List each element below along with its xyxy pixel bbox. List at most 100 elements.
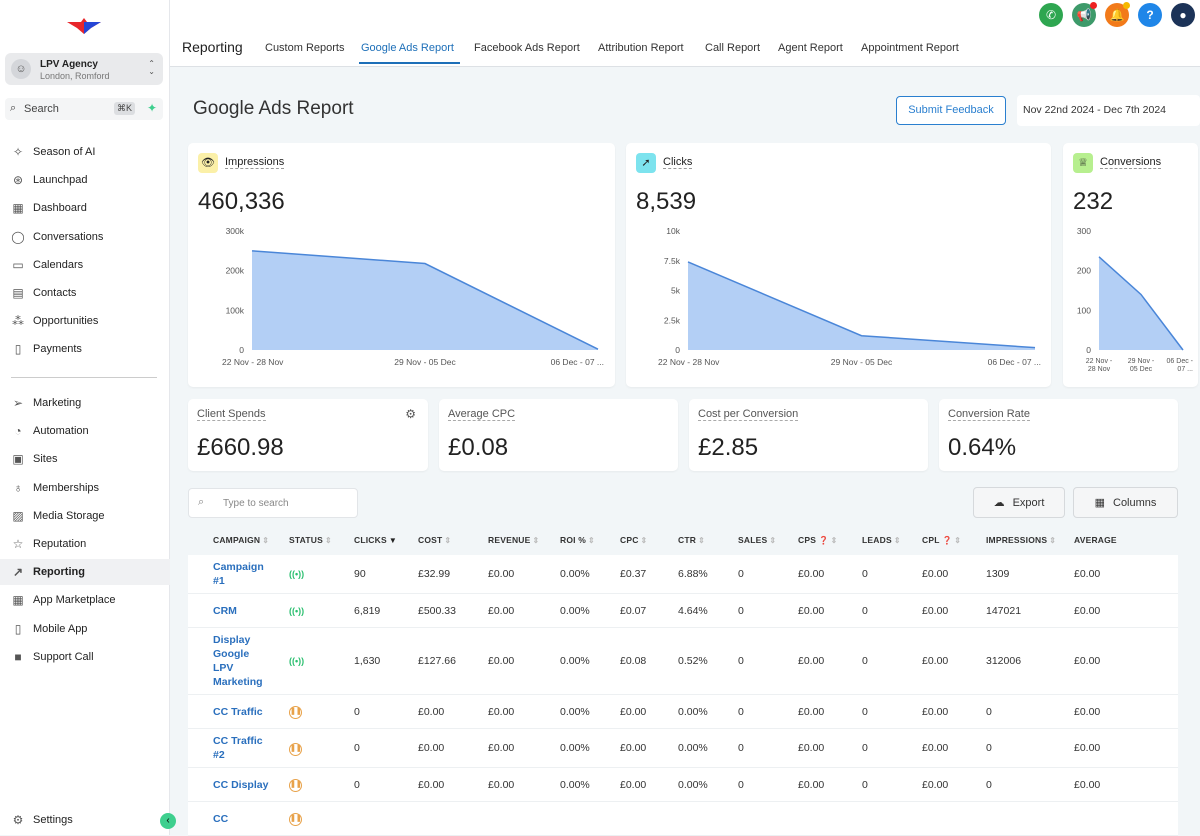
sidebar-item-sites[interactable]: ▣Sites	[0, 446, 170, 472]
header-label: STATUS	[289, 535, 323, 545]
tab-agent-report[interactable]: Agent Report	[778, 42, 843, 54]
sidebar-item-label: Launchpad	[33, 174, 87, 186]
bell-button[interactable]: 🔔	[1105, 3, 1129, 27]
tab-google-ads-report[interactable]: Google Ads Report	[359, 42, 460, 64]
announcement-button[interactable]: 📢	[1072, 3, 1096, 27]
sidebar-item-conversations[interactable]: ◯Conversations	[0, 224, 170, 250]
campaign-link[interactable]: CC Traffic	[188, 695, 283, 729]
sidebar-item-marketing[interactable]: ➢Marketing	[0, 390, 170, 416]
table-cell: 0	[856, 594, 916, 628]
export-label: Export	[1013, 497, 1045, 509]
sidebar-item-season-of-ai[interactable]: ✧Season of AI	[0, 139, 170, 165]
table-search-input[interactable]: ⌕ Type to search	[188, 488, 358, 518]
sidebar-item-launchpad[interactable]: ⊛Launchpad	[0, 167, 170, 193]
sidebar-search[interactable]: ⌕ Search ⌘K ✦	[5, 98, 163, 120]
sort-icon[interactable]: ⇕	[444, 536, 451, 545]
table-cell: 0.00%	[554, 768, 614, 802]
sort-icon[interactable]: ⇕	[262, 536, 269, 545]
sidebar-item-reputation[interactable]: ☆Reputation	[0, 531, 170, 557]
sidebar-item-calendars[interactable]: ▭Calendars	[0, 252, 170, 278]
sort-icon[interactable]: ⇕	[588, 536, 595, 545]
sidebar-item-label: Mobile App	[33, 623, 87, 635]
date-range-picker[interactable]: Nov 22nd 2024 - Dec 7th 2024	[1017, 95, 1200, 126]
video-icon: ■	[11, 650, 25, 664]
tab-attribution-report[interactable]: Attribution Report	[598, 42, 684, 54]
ai-spark-icon[interactable]: ✦	[147, 101, 157, 115]
tab-facebook-ads-report[interactable]: Facebook Ads Report	[474, 42, 580, 54]
sort-icon[interactable]: ⇕	[698, 536, 705, 545]
sidebar-item-label: Conversations	[33, 231, 103, 243]
column-header-clicks[interactable]: CLICKS▼	[348, 525, 412, 555]
x-tick-label: 22 Nov - 28 Nov	[658, 357, 720, 367]
column-header-impressions[interactable]: IMPRESSIONS⇕	[980, 525, 1068, 555]
tab-appointment-report[interactable]: Appointment Report	[861, 42, 959, 54]
sort-desc-icon[interactable]: ▼	[389, 536, 397, 545]
sort-icon[interactable]: ⇕	[954, 536, 961, 545]
live-status-icon: ((•))	[289, 569, 304, 579]
column-header-status[interactable]: STATUS⇕	[283, 525, 348, 555]
notification-dot	[1123, 2, 1130, 9]
column-header-ctr[interactable]: CTR⇕	[672, 525, 732, 555]
sidebar-item-media-storage[interactable]: ▨Media Storage	[0, 503, 170, 529]
sort-icon[interactable]: ⇕	[1049, 536, 1056, 545]
tab-custom-reports[interactable]: Custom Reports	[265, 42, 344, 54]
sidebar-item-memberships[interactable]: ♁Memberships	[0, 475, 170, 501]
collapse-sidebar-button[interactable]: ‹	[160, 813, 176, 829]
column-header-cpc[interactable]: CPC⇕	[614, 525, 672, 555]
sort-icon[interactable]: ⇕	[325, 536, 332, 545]
campaign-link[interactable]: CRM	[188, 594, 283, 628]
table-cell: £127.66	[412, 628, 482, 695]
table-cell: £32.99	[412, 555, 482, 594]
column-header-cpl[interactable]: CPL ❓⇕	[916, 525, 980, 555]
paused-status-icon: ❚❚	[289, 706, 302, 719]
help-button[interactable]: ?	[1138, 3, 1162, 27]
stat-label: Client Spends	[197, 408, 266, 421]
payments-icon: ▯	[11, 342, 25, 356]
phone-button[interactable]: ✆	[1039, 3, 1063, 27]
x-tick-label: 06 Dec -07 ...	[1167, 358, 1194, 373]
sidebar-item-payments[interactable]: ▯Payments	[0, 336, 170, 362]
table-cell: 0	[732, 628, 792, 695]
header-label: CPC	[620, 535, 639, 545]
sidebar-item-reporting[interactable]: ↗Reporting	[0, 559, 170, 585]
tab-call-report[interactable]: Call Report	[705, 42, 760, 54]
sort-icon[interactable]: ⇕	[641, 536, 648, 545]
sidebar-item-support-call[interactable]: ■Support Call	[0, 644, 170, 670]
columns-button[interactable]: ▦Columns	[1073, 487, 1178, 518]
sort-icon[interactable]: ⇕	[533, 536, 540, 545]
table-cell	[1068, 802, 1178, 836]
gear-icon[interactable]: ⚙	[405, 407, 416, 421]
column-header-cps[interactable]: CPS ❓⇕	[792, 525, 856, 555]
sort-icon[interactable]: ⇕	[831, 536, 838, 545]
campaign-link[interactable]: Campaign #1	[188, 555, 283, 594]
status-cell: ((•))	[283, 628, 348, 695]
campaign-link[interactable]: CC	[188, 802, 283, 836]
sort-icon[interactable]: ⇕	[894, 536, 901, 545]
sidebar-item-contacts[interactable]: ▤Contacts	[0, 280, 170, 306]
table-cell: 0	[732, 594, 792, 628]
column-header-average[interactable]: AVERAGE	[1068, 525, 1178, 555]
sidebar-item-app-marketplace[interactable]: ▦App Marketplace	[0, 587, 170, 613]
sidebar-item-mobile-app[interactable]: ▯Mobile App	[0, 616, 170, 642]
header-label: IMPRESSIONS	[986, 535, 1047, 545]
campaign-link[interactable]: Display Google LPV Marketing	[188, 628, 283, 695]
table-cell: £0.00	[792, 594, 856, 628]
user-avatar[interactable]: ●	[1171, 3, 1195, 27]
sidebar-item-opportunities[interactable]: ⁂Opportunities	[0, 308, 170, 334]
campaign-link[interactable]: CC Traffic #2	[188, 729, 283, 768]
column-header-cost[interactable]: COST⇕	[412, 525, 482, 555]
column-header-roi[interactable]: ROI %⇕	[554, 525, 614, 555]
export-button[interactable]: ☁Export	[973, 487, 1065, 518]
campaign-link[interactable]: CC Display	[188, 768, 283, 802]
agency-switcher[interactable]: ☺ LPV Agency London, Romford ⌃⌄	[5, 53, 163, 85]
column-header-sales[interactable]: SALES⇕	[732, 525, 792, 555]
sort-icon[interactable]: ⇕	[769, 536, 776, 545]
column-header-revenue[interactable]: REVENUE⇕	[482, 525, 554, 555]
submit-feedback-button[interactable]: Submit Feedback	[896, 96, 1006, 125]
sidebar-item-dashboard[interactable]: ▦Dashboard	[0, 195, 170, 221]
sidebar-item-automation[interactable]: ◔Automation	[0, 418, 170, 444]
column-header-leads[interactable]: LEADS⇕	[856, 525, 916, 555]
column-header-campaign[interactable]: CAMPAIGN⇕	[188, 525, 283, 555]
sidebar-item-settings[interactable]: ⚙Settings	[0, 807, 170, 833]
